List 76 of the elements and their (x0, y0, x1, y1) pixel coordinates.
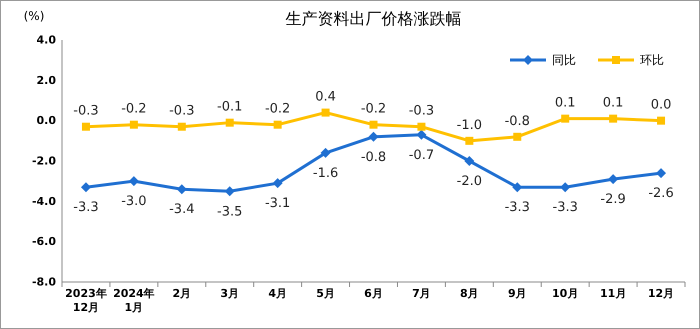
point (560, 182, 570, 192)
x-tick-label: 2023年 12月 (65, 287, 107, 314)
point (370, 120, 378, 129)
data-label: 0.4 (315, 90, 336, 105)
y-tick-label: 2.0 (36, 74, 56, 87)
point (368, 132, 378, 142)
point (417, 122, 426, 131)
x-tick-label: 8月 (460, 287, 479, 300)
point (82, 122, 90, 131)
legend-label: 环比 (640, 53, 664, 67)
data-label: -2.0 (456, 174, 482, 189)
data-label: 0.0 (650, 98, 672, 113)
data-label: -3.1 (264, 196, 290, 212)
data-label: -0.1 (217, 100, 242, 115)
data-label: -0.8 (504, 114, 530, 129)
data-label: -0.2 (360, 102, 386, 117)
point (512, 182, 522, 192)
point (513, 132, 522, 141)
point (609, 114, 618, 123)
data-label: -2.9 (600, 192, 626, 208)
x-tick-label: 2024年 1月 (113, 287, 155, 314)
data-label: -1.0 (456, 118, 482, 133)
y-tick-label: -6.0 (32, 235, 56, 248)
point (561, 114, 570, 123)
point (274, 120, 282, 129)
data-label: -0.8 (360, 150, 386, 165)
point (465, 136, 474, 145)
x-tick-label: 12月 (648, 287, 674, 300)
data-label: -0.3 (408, 104, 434, 119)
y-tick-label: 0.0 (36, 114, 56, 128)
point (657, 116, 666, 125)
data-label: 0.1 (602, 96, 624, 111)
point (224, 186, 235, 196)
point (322, 108, 330, 117)
data-label: -0.3 (73, 104, 99, 119)
data-label: -0.3 (169, 104, 194, 119)
point (80, 182, 91, 192)
point (656, 168, 666, 178)
chart-title: 生产资料出厂价格涨跌幅 (286, 9, 462, 28)
data-label: -0.7 (408, 148, 434, 163)
data-label: -3.4 (169, 202, 194, 218)
point (272, 178, 283, 188)
x-tick-label: 11月 (600, 287, 626, 300)
data-label: -1.6 (312, 166, 338, 181)
point (608, 174, 618, 184)
data-label: -2.6 (648, 186, 674, 202)
legend-label: 同比 (552, 53, 576, 67)
point (464, 156, 474, 166)
point (128, 176, 139, 186)
data-label: -3.0 (121, 194, 147, 210)
x-tick-label: 5月 (316, 287, 335, 300)
y-tick-label: -8.0 (32, 276, 56, 288)
y-tick-label: 4.0 (36, 34, 56, 46)
data-label: -3.3 (73, 200, 99, 216)
point (320, 148, 331, 158)
point (178, 122, 186, 131)
point (226, 118, 234, 127)
data-label: -3.5 (217, 204, 242, 220)
data-label: -0.2 (264, 102, 290, 117)
point (130, 120, 138, 129)
data-label: 0.1 (554, 96, 576, 111)
point (416, 130, 426, 140)
data-label: -3.3 (504, 200, 530, 216)
x-tick-label: 9月 (508, 287, 527, 300)
x-tick-label: 6月 (364, 287, 383, 300)
y-tick-label: -2.0 (32, 154, 56, 168)
y-axis-title: (%) (24, 9, 44, 23)
x-tick-label: 4月 (268, 287, 287, 300)
x-tick-label: 2月 (172, 287, 192, 300)
y-tick-label: -4.0 (32, 194, 56, 208)
x-tick-label: 7月 (412, 287, 431, 300)
x-tick-label: 3月 (220, 287, 240, 300)
point (176, 184, 187, 194)
data-label: -0.2 (121, 102, 147, 117)
data-label: -3.3 (552, 200, 578, 216)
x-tick-label: 10月 (552, 287, 578, 300)
